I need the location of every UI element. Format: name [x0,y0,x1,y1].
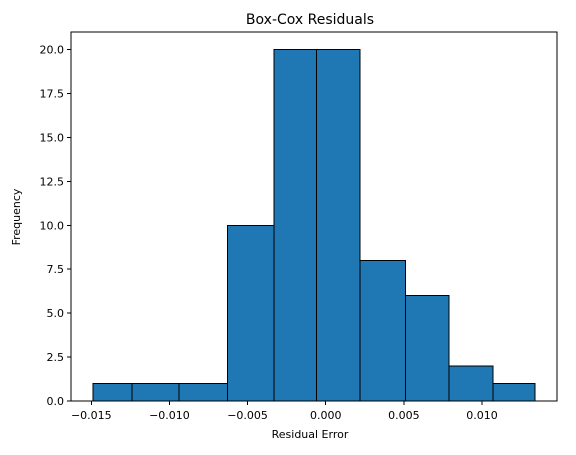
bars-group [92,49,536,402]
y-tick-label-3: 5.0 [47,307,65,320]
x-tick-label-1: −0.015 [71,409,112,422]
x-tick-label-3: −0.005 [227,409,268,422]
histogram-bar-1 [92,382,133,402]
histogram-bar-4 [226,224,275,402]
histogram-bar-2 [131,382,180,402]
y-tick-label-6: 12.5 [40,175,65,188]
histogram-bar-7 [359,259,406,402]
y-tick-label-5: 10.0 [40,219,65,232]
histogram-bar-9 [448,365,494,402]
histogram-bar-3 [178,382,228,402]
y-axis-label: Frequency [10,188,23,245]
histogram-bar-8 [404,295,450,402]
histogram-bar-6 [315,49,361,402]
y-tick-label-4: 7.5 [47,263,65,276]
y-tick-label-8: 17.5 [40,88,65,101]
y-tick-label-2: 2.5 [47,351,65,364]
x-tick-label-6: 0.010 [466,409,498,422]
y-tick-label-7: 15.0 [40,131,65,144]
y-axis: 0.0 2.5 5.0 7.5 10.0 12.5 15.0 17.5 20.0 [40,44,71,408]
x-axis-label: Residual Error [272,428,349,441]
x-axis: −0.015 −0.010 −0.005 0.000 0.005 0.010 [71,401,498,422]
x-tick-label-2: −0.010 [149,409,190,422]
histogram-bar-5 [273,49,317,402]
plot-frame [70,31,558,402]
y-tick-label-1: 0.0 [47,395,65,408]
y-tick-label-9: 20.0 [40,44,65,57]
chart-title: Box-Cox Residuals [246,12,374,28]
histogram-bar-10 [492,382,536,402]
x-tick-label-4: 0.000 [310,409,342,422]
x-tick-label-5: 0.005 [388,409,420,422]
